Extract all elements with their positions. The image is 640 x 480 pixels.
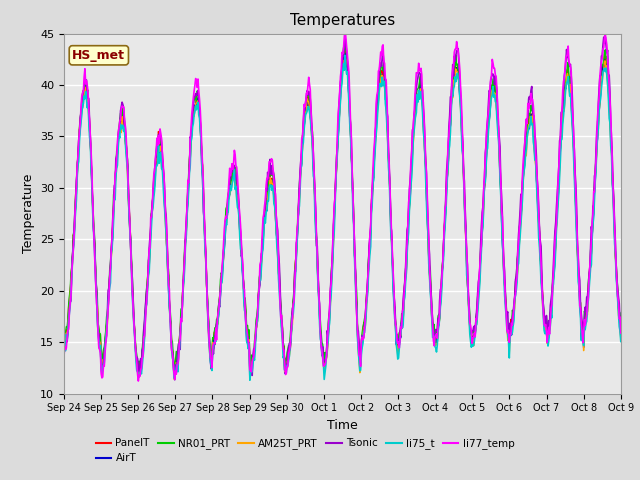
li75_t xyxy=(412,113,419,119)
AirT xyxy=(60,337,68,343)
PanelT xyxy=(185,178,193,184)
PanelT xyxy=(412,105,419,110)
Tsonic xyxy=(127,260,135,266)
AirT xyxy=(412,106,419,112)
NR01_PRT xyxy=(214,306,222,312)
AM25T_PRT xyxy=(412,113,419,119)
AM25T_PRT xyxy=(170,376,178,382)
li77_temp xyxy=(127,264,135,270)
PanelT xyxy=(60,339,68,345)
li75_t xyxy=(60,341,68,347)
AirT xyxy=(428,320,436,325)
NR01_PRT xyxy=(412,103,419,109)
li77_temp xyxy=(134,378,142,384)
li75_t xyxy=(214,325,221,331)
Line: Tsonic: Tsonic xyxy=(64,37,621,380)
li77_temp xyxy=(341,26,349,32)
li77_temp xyxy=(412,82,419,88)
NR01_PRT xyxy=(60,336,68,342)
AM25T_PRT xyxy=(214,321,222,327)
NR01_PRT xyxy=(127,252,135,258)
li77_temp xyxy=(617,330,625,336)
Tsonic xyxy=(600,34,607,40)
Tsonic xyxy=(70,225,78,231)
Tsonic xyxy=(171,377,179,383)
li77_temp xyxy=(185,180,193,186)
AM25T_PRT xyxy=(341,55,349,61)
li75_t xyxy=(341,52,349,58)
Tsonic xyxy=(185,177,193,182)
Y-axis label: Temperature: Temperature xyxy=(22,174,35,253)
NR01_PRT xyxy=(171,365,179,371)
li75_t xyxy=(184,203,192,208)
AirT xyxy=(127,261,135,266)
AM25T_PRT xyxy=(127,261,135,266)
NR01_PRT xyxy=(70,228,78,234)
Text: HS_met: HS_met xyxy=(72,49,125,62)
X-axis label: Time: Time xyxy=(327,419,358,432)
Tsonic xyxy=(617,324,625,330)
li75_t xyxy=(617,339,625,345)
PanelT xyxy=(214,311,222,316)
Tsonic xyxy=(60,351,68,357)
PanelT xyxy=(70,234,78,240)
AirT xyxy=(617,336,625,341)
li75_t xyxy=(246,377,253,383)
Line: PanelT: PanelT xyxy=(64,51,621,374)
AirT xyxy=(70,234,78,240)
li77_temp xyxy=(70,235,78,240)
Line: li77_temp: li77_temp xyxy=(64,29,621,381)
Tsonic xyxy=(214,313,222,319)
AM25T_PRT xyxy=(70,234,78,240)
Line: li75_t: li75_t xyxy=(64,55,621,380)
Tsonic xyxy=(411,108,419,113)
AirT xyxy=(185,179,193,184)
NR01_PRT xyxy=(185,169,193,175)
NR01_PRT xyxy=(341,41,349,47)
PanelT xyxy=(341,48,349,54)
AM25T_PRT xyxy=(60,343,68,348)
PanelT xyxy=(134,371,142,377)
li75_t xyxy=(70,241,78,247)
PanelT xyxy=(428,317,436,323)
AirT xyxy=(214,319,222,324)
AM25T_PRT xyxy=(185,184,193,190)
AirT xyxy=(135,374,143,380)
Line: NR01_PRT: NR01_PRT xyxy=(64,44,621,368)
NR01_PRT xyxy=(617,327,625,333)
li77_temp xyxy=(428,308,436,313)
Tsonic xyxy=(428,291,435,297)
NR01_PRT xyxy=(428,303,436,309)
AirT xyxy=(342,50,349,56)
li75_t xyxy=(127,267,135,273)
Line: AirT: AirT xyxy=(64,53,621,377)
AM25T_PRT xyxy=(428,320,436,325)
li77_temp xyxy=(60,353,68,359)
PanelT xyxy=(127,260,135,265)
li77_temp xyxy=(214,310,222,316)
AM25T_PRT xyxy=(617,337,625,343)
PanelT xyxy=(617,333,625,339)
Title: Temperatures: Temperatures xyxy=(290,13,395,28)
Legend: PanelT, AirT, NR01_PRT, AM25T_PRT, Tsonic, li75_t, li77_temp: PanelT, AirT, NR01_PRT, AM25T_PRT, Tsoni… xyxy=(92,434,518,468)
li75_t xyxy=(428,317,436,323)
Line: AM25T_PRT: AM25T_PRT xyxy=(64,58,621,379)
